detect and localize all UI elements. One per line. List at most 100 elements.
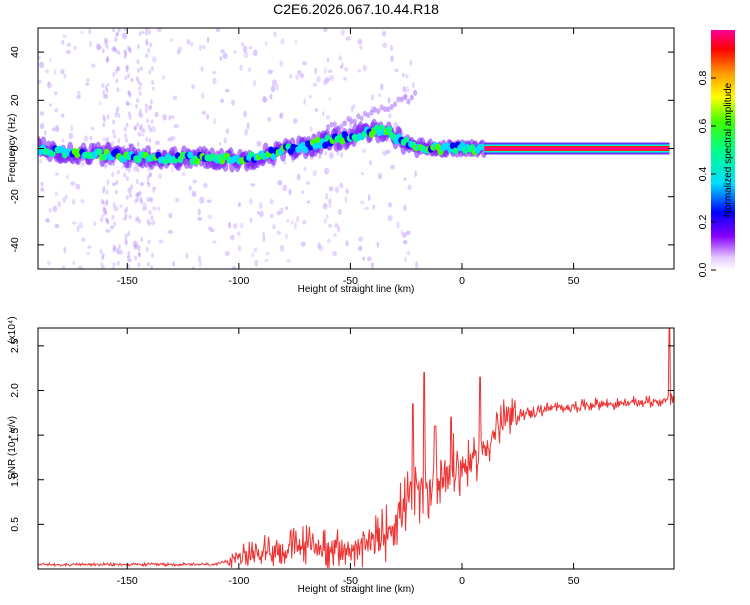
spectrogram-streak (125, 100, 129, 106)
spectrogram-speckle (407, 184, 412, 191)
spectrogram-streak (137, 131, 141, 137)
spectrogram-speckle (303, 166, 307, 171)
spectrogram-speckle (207, 226, 213, 231)
spectrogram-speckle (127, 187, 132, 194)
spectrogram-speckle (382, 30, 387, 38)
spectrogram-speckle (53, 68, 57, 76)
spectrogram-streak (112, 262, 116, 268)
spectrogram-speckle (80, 30, 84, 35)
spectrogram-speckle (277, 180, 283, 186)
spectrogram-streak (148, 29, 152, 35)
spectrogram-speckle (229, 234, 235, 241)
spectrogram-streak (148, 197, 152, 203)
spectrogram-speckle (156, 28, 162, 33)
spectrogram-speckle (323, 167, 330, 175)
spectrogram-speckle (358, 236, 364, 243)
spectrogram-streak (147, 182, 151, 188)
spectrogram-speckle (306, 200, 311, 204)
spectrogram-streak (144, 30, 148, 36)
spectrogram-streak (116, 169, 120, 175)
spectrogram-speckle (248, 67, 251, 72)
spectrogram-streak (104, 40, 108, 46)
spectrogram-streak (137, 218, 141, 224)
spectrogram-speckle (191, 266, 195, 269)
spectrogram-speckle (172, 95, 178, 100)
spectrogram-streak (124, 137, 128, 143)
spectrogram-speckle (328, 198, 332, 205)
snr-y-tick-label: 0.5 (9, 517, 21, 532)
spectrogram-streak (115, 108, 119, 114)
spectrogram-streak (114, 68, 118, 74)
spectrogram-speckle (387, 97, 391, 104)
spectrogram-speckle (352, 103, 356, 109)
spectrogram-speckle (378, 172, 383, 180)
spectrogram-streak (124, 233, 128, 239)
spectrogram-speckle (220, 49, 225, 54)
spectrogram-speckle (322, 202, 328, 210)
spectrogram-streak (124, 75, 128, 81)
spectrogram-speckle (283, 160, 287, 165)
spectrogram-streak (112, 119, 116, 125)
spectrogram-speckle (290, 220, 294, 225)
spectrogram-streak (127, 231, 131, 237)
spectrogram-speckle (140, 128, 146, 134)
spectrogram-speckle (54, 125, 60, 132)
spectrogram-streak (105, 38, 109, 44)
spectrogram-speckle (151, 125, 156, 133)
spectrogram-speckle (343, 77, 348, 81)
spectrogram-speckle (168, 212, 173, 219)
spectrogram-speckle (141, 206, 147, 211)
spectrogram-speckle (252, 79, 257, 87)
spectrogram-streak (134, 243, 138, 249)
spectrogram-speckle (267, 69, 273, 75)
spectrogram-speckle (197, 208, 201, 216)
spectrogram-streak (105, 201, 109, 207)
spectrogram-speckle (338, 55, 343, 61)
spectrogram-branch (326, 124, 331, 131)
spectrogram-speckle (49, 103, 52, 107)
spectrogram-speckle (39, 159, 42, 164)
spectrogram-streak (127, 90, 131, 96)
spectrogram-streak (127, 250, 131, 256)
spectrogram-speckle (120, 165, 124, 169)
spectrogram-speckle (171, 166, 174, 173)
spectrogram-speckle (104, 217, 109, 222)
spectrogram-speckle (201, 45, 206, 50)
spectrogram-speckle (402, 132, 406, 137)
spectrogram-streak (101, 253, 105, 259)
spectrogram-speckle (263, 97, 268, 103)
spectrogram-branch (383, 106, 388, 113)
spectrogram-speckle (224, 250, 230, 257)
spectrogram-streak (125, 206, 129, 212)
spectrogram-speckle (121, 32, 128, 40)
spectrogram-speckle (85, 82, 90, 86)
spectrogram-speckle (280, 38, 285, 45)
spectrogram-speckle (45, 69, 50, 74)
spectrogram-streak (148, 171, 152, 177)
spectrogram-speckle (90, 126, 95, 131)
spectrogram-branch (329, 121, 334, 128)
spectrogram-speckle (162, 75, 165, 80)
spectrogram-streak (127, 167, 131, 173)
spectrogram-streak (105, 199, 109, 205)
spectrogram-streak (127, 73, 131, 79)
spectrogram-streak (136, 122, 140, 128)
spectrogram-speckle (225, 128, 230, 135)
spectrogram-streak (138, 90, 142, 96)
spectrogram-streak (117, 49, 121, 55)
spectrogram-streak (140, 199, 144, 205)
spectrogram-speckle (197, 216, 203, 222)
spectrogram-speckle (252, 49, 258, 57)
spectrogram-streak (135, 192, 139, 198)
spectrogram-speckle (246, 122, 250, 130)
spectrogram-speckle (66, 175, 69, 180)
spectrogram-speckle (111, 182, 117, 187)
spectrogram-streak (146, 118, 150, 124)
spectrogram-speckle (93, 221, 97, 227)
spectrogram-speckle (357, 38, 363, 45)
spectrogram-streak (148, 69, 152, 75)
spectrogram-speckle (218, 142, 222, 147)
spectrogram-speckle (157, 173, 163, 180)
spectrogram-speckle (189, 41, 194, 48)
spectrogram-streak (137, 252, 141, 258)
